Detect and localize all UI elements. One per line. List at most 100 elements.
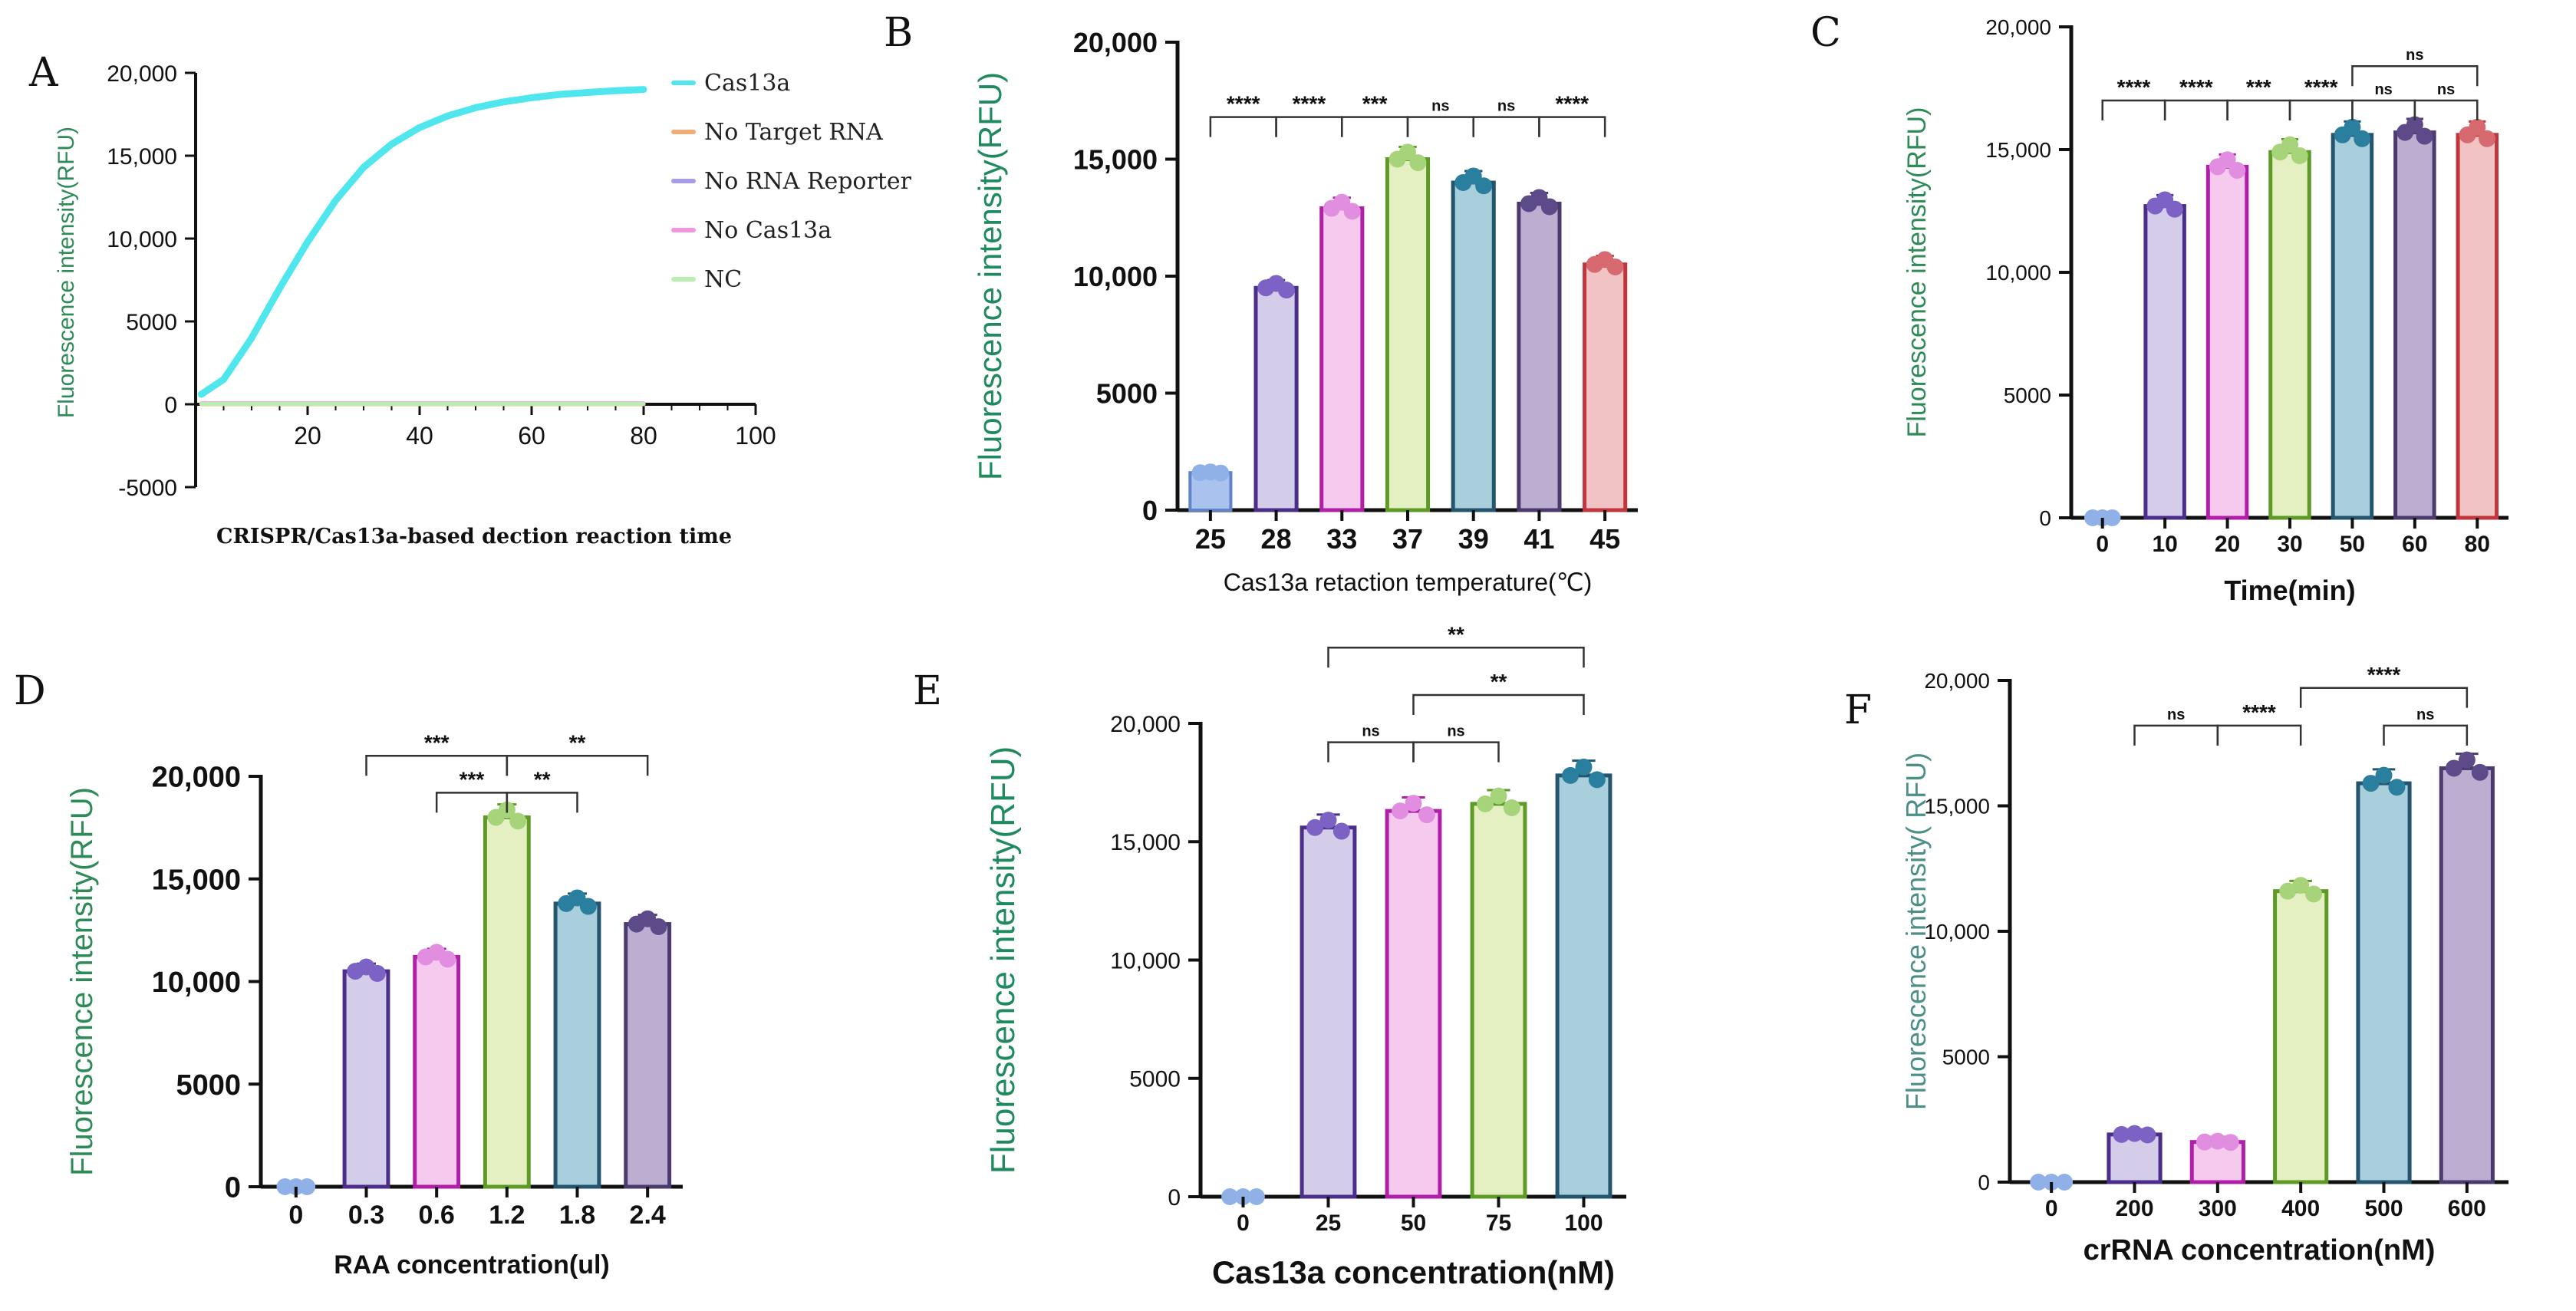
significance-label: **** — [1555, 92, 1589, 116]
data-point — [1319, 812, 1337, 829]
panel-letter: E — [913, 668, 942, 714]
significance-bracket — [1327, 647, 1585, 668]
data-point — [1409, 154, 1427, 172]
x-tick-label: 0 — [2096, 532, 2109, 557]
data-point — [579, 898, 597, 915]
x-axis-label: crRNA concentration(nM) — [2084, 1234, 2436, 1267]
x-tick-label: 41 — [1524, 523, 1554, 555]
data-point — [1575, 758, 1593, 776]
x-tick-label: 600 — [2448, 1196, 2486, 1221]
data-point — [2139, 1126, 2156, 1144]
bar — [553, 901, 601, 1189]
significance-label: *** — [424, 730, 450, 754]
y-tick-label: 20,000 — [107, 61, 177, 87]
data-point — [2281, 136, 2298, 153]
significance-bracket — [2383, 724, 2469, 746]
data-point — [2056, 1174, 2074, 1191]
significance-label: ns — [2374, 81, 2392, 98]
legend-entry: NC — [704, 266, 742, 293]
bar — [413, 954, 461, 1189]
data-point — [2113, 1125, 2130, 1143]
data-point — [2228, 161, 2246, 179]
y-tick-label: 0 — [1142, 495, 1158, 526]
y-tick-label: -5000 — [118, 476, 177, 501]
significance-label: ** — [534, 767, 551, 791]
panel-d: D 0 5000 10,000 15,000 20,000 0 0.3 0.6 1.2 1.8 2.4… — [14, 668, 683, 1280]
significance-label: ns — [2406, 47, 2423, 64]
data-point — [1418, 806, 1435, 824]
bar — [2143, 204, 2186, 520]
panel-letter: A — [28, 50, 59, 96]
data-point — [2103, 509, 2121, 526]
y-tick-label: 10,000 — [1924, 920, 1990, 944]
significance-label: ns — [2437, 81, 2455, 98]
x-tick-label: 0.6 — [419, 1201, 455, 1230]
significance-label: ns — [1497, 98, 1515, 115]
x-tick-label: 400 — [2281, 1196, 2320, 1221]
data-point — [2469, 118, 2486, 136]
data-point — [2030, 1174, 2047, 1191]
data-point — [1477, 795, 1494, 812]
y-tick-label: 10,000 — [1110, 948, 1181, 973]
x-tick-label: 40 — [406, 422, 433, 450]
x-tick-label: 60 — [518, 422, 545, 450]
y-tick-label: 5000 — [1942, 1046, 1990, 1069]
x-tick-label: 1.2 — [489, 1201, 525, 1230]
x-tick-label: 45 — [1589, 523, 1620, 555]
y-tick-label: 5000 — [2004, 384, 2051, 407]
y-tick-label: 15,000 — [152, 864, 241, 896]
data-point — [1405, 795, 1422, 812]
legend-entry: No Target RNA — [704, 119, 883, 146]
data-point — [1562, 766, 1580, 784]
data-point — [1343, 203, 1361, 220]
x-tick-label: 60 — [2402, 532, 2427, 557]
data-point — [2458, 751, 2476, 769]
y-axis-label: Fluorescence intensity(RFU) — [1902, 107, 1932, 438]
panel-letter: C — [1810, 10, 1841, 56]
panel-c: C 0 5000 10,000 15,000 20,000 0 10 20 30 50 60 80 ***… — [1810, 10, 2508, 606]
y-tick-label: 10,000 — [1985, 261, 2051, 285]
data-point — [509, 812, 527, 830]
y-tick-label: 20,000 — [1924, 669, 1990, 693]
y-axis-label: Fluorescence intensity( RFU) — [1900, 753, 1932, 1110]
data-point — [2445, 759, 2462, 777]
bar — [1253, 285, 1299, 512]
y-axis-label: Fluorescence intensity(RFU) — [984, 746, 1022, 1174]
y-tick-label: 20,000 — [1110, 712, 1181, 737]
bar — [624, 922, 672, 1189]
y-tick-label: 5000 — [1096, 377, 1158, 409]
bar — [1385, 157, 1431, 512]
data-point — [1212, 464, 1230, 482]
y-tick-label: 10,000 — [1073, 261, 1158, 292]
significance-label: **** — [2304, 75, 2338, 99]
data-point — [1606, 258, 1624, 275]
data-point — [2354, 130, 2371, 147]
significance-label: **** — [2117, 75, 2151, 99]
data-point — [2209, 1132, 2226, 1150]
x-tick-label: 25 — [1195, 523, 1226, 555]
significance-label: **** — [2179, 75, 2213, 99]
y-tick-label: 0 — [225, 1172, 241, 1204]
significance-label: ns — [1447, 723, 1464, 740]
significance-label: **** — [2242, 700, 2276, 724]
data-point — [1475, 177, 1493, 195]
bar — [2393, 130, 2436, 520]
x-tick-label: 80 — [630, 422, 657, 450]
x-tick-label: 200 — [2115, 1196, 2153, 1221]
significance-label: ** — [1491, 670, 1507, 693]
y-tick-label: 10,000 — [107, 227, 177, 252]
x-tick-label: 0 — [2045, 1196, 2058, 1221]
significance-label: ns — [1431, 98, 1449, 115]
y-tick-label: 20,000 — [1073, 27, 1158, 58]
x-tick-label: 25 — [1316, 1211, 1341, 1236]
significance-label: *** — [1362, 92, 1388, 116]
x-tick-label: 80 — [2465, 532, 2490, 557]
data-point — [2388, 779, 2406, 796]
bar — [2456, 133, 2499, 520]
x-tick-label: 100 — [1564, 1211, 1603, 1236]
series-line-0 — [197, 86, 647, 398]
y-tick-label: 20,000 — [152, 762, 241, 794]
significance-bracket — [2413, 99, 2479, 120]
data-point — [1490, 787, 1507, 805]
